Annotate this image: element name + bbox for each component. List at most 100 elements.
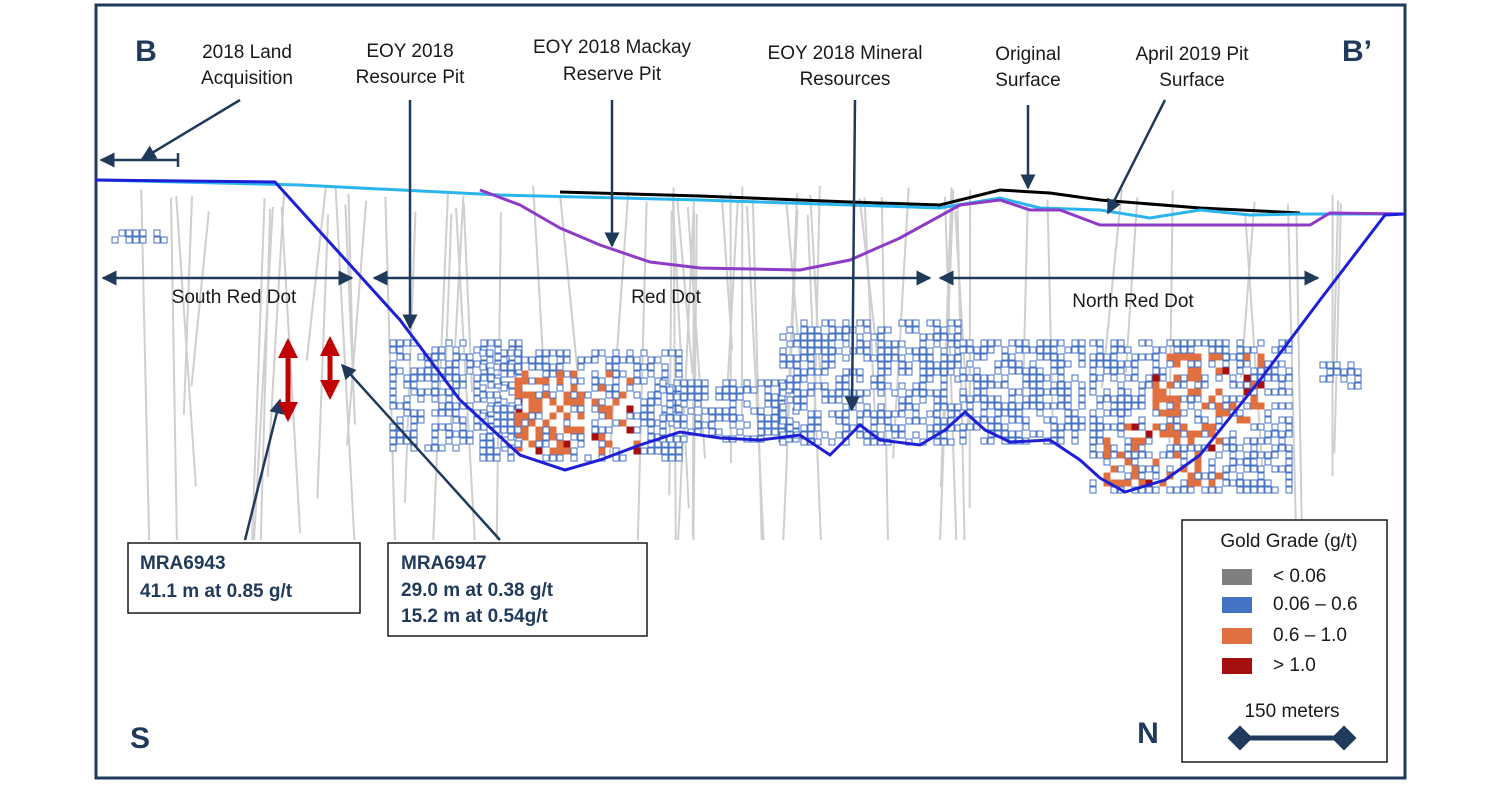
block bbox=[1264, 486, 1272, 494]
block bbox=[828, 389, 836, 397]
block bbox=[1008, 402, 1016, 410]
block bbox=[800, 389, 808, 397]
block bbox=[445, 388, 453, 396]
block bbox=[940, 368, 948, 376]
block bbox=[987, 374, 995, 382]
block bbox=[877, 354, 885, 362]
block bbox=[466, 430, 474, 438]
section-end: B’ bbox=[1342, 35, 1372, 68]
block bbox=[1250, 367, 1258, 375]
block bbox=[1008, 388, 1016, 396]
block bbox=[1326, 368, 1334, 376]
block bbox=[1138, 381, 1146, 389]
block bbox=[1173, 402, 1181, 410]
block bbox=[605, 426, 613, 434]
block bbox=[919, 389, 927, 397]
block bbox=[1278, 360, 1286, 368]
block bbox=[1117, 381, 1125, 389]
block bbox=[1022, 416, 1030, 424]
block bbox=[514, 391, 522, 399]
block bbox=[612, 370, 620, 378]
block bbox=[1264, 437, 1272, 445]
block bbox=[459, 353, 467, 361]
block bbox=[708, 421, 716, 429]
block bbox=[821, 368, 829, 376]
block bbox=[535, 363, 543, 371]
block bbox=[666, 400, 674, 408]
block bbox=[1278, 374, 1286, 382]
block bbox=[1354, 382, 1362, 390]
block bbox=[757, 414, 765, 422]
block bbox=[410, 381, 418, 389]
block bbox=[1194, 367, 1202, 375]
block bbox=[1285, 430, 1293, 438]
block bbox=[800, 375, 808, 383]
block bbox=[1187, 374, 1195, 382]
block bbox=[828, 354, 836, 362]
legend-swatch bbox=[1222, 569, 1252, 585]
block bbox=[1036, 353, 1044, 361]
block bbox=[1347, 361, 1355, 369]
block bbox=[410, 374, 418, 382]
block bbox=[1194, 416, 1202, 424]
block bbox=[1057, 360, 1065, 368]
block bbox=[654, 440, 662, 448]
block bbox=[701, 407, 709, 415]
block bbox=[821, 319, 829, 327]
block bbox=[863, 347, 871, 355]
block bbox=[1064, 423, 1072, 431]
block bbox=[1208, 339, 1216, 347]
block bbox=[1173, 423, 1181, 431]
block bbox=[528, 363, 536, 371]
block bbox=[1236, 409, 1244, 417]
block bbox=[673, 379, 681, 387]
block bbox=[877, 389, 885, 397]
block bbox=[486, 405, 494, 413]
block bbox=[793, 333, 801, 341]
block bbox=[514, 356, 522, 364]
block bbox=[1180, 423, 1188, 431]
annotation: 2018 Land bbox=[202, 42, 292, 63]
block bbox=[535, 349, 543, 357]
block bbox=[994, 395, 1002, 403]
block bbox=[438, 388, 446, 396]
block bbox=[1264, 430, 1272, 438]
block bbox=[1117, 346, 1125, 354]
block bbox=[479, 454, 487, 462]
block bbox=[1250, 423, 1258, 431]
block bbox=[994, 367, 1002, 375]
block bbox=[1050, 339, 1058, 347]
block bbox=[708, 414, 716, 422]
block bbox=[514, 440, 522, 448]
block bbox=[1201, 416, 1209, 424]
block bbox=[994, 402, 1002, 410]
block bbox=[1215, 402, 1223, 410]
block bbox=[396, 402, 404, 410]
block bbox=[980, 402, 988, 410]
block bbox=[807, 368, 815, 376]
block bbox=[514, 412, 522, 420]
block bbox=[535, 398, 543, 406]
block bbox=[898, 424, 906, 432]
block bbox=[1103, 409, 1111, 417]
block bbox=[828, 347, 836, 355]
annotation: Resources bbox=[800, 69, 891, 90]
block bbox=[994, 360, 1002, 368]
block bbox=[584, 391, 592, 399]
block bbox=[1064, 402, 1072, 410]
block bbox=[647, 433, 655, 441]
block bbox=[1096, 346, 1104, 354]
block bbox=[570, 454, 578, 462]
block bbox=[1152, 486, 1160, 494]
block bbox=[1194, 472, 1202, 480]
block bbox=[1236, 353, 1244, 361]
block bbox=[891, 354, 899, 362]
block bbox=[424, 444, 432, 452]
block bbox=[417, 395, 425, 403]
block bbox=[479, 363, 487, 371]
block bbox=[1008, 367, 1016, 375]
block bbox=[1173, 444, 1181, 452]
block bbox=[1243, 479, 1251, 487]
block bbox=[389, 360, 397, 368]
block bbox=[577, 391, 585, 399]
